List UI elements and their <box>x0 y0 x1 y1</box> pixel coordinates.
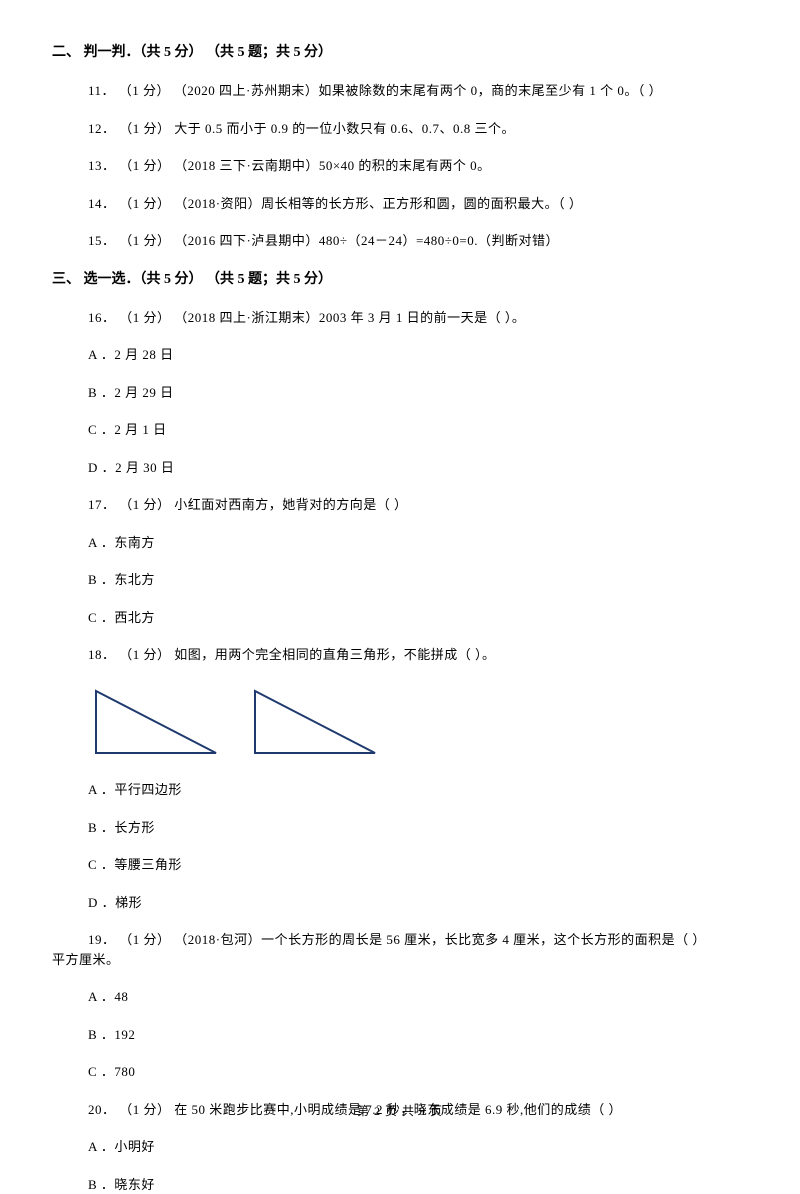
option-20-a: A ．小明好 <box>88 1137 748 1157</box>
question-17: 17． （1 分） 小红面对西南方，她背对的方向是（ ） <box>88 495 748 515</box>
option-17-a: A ．东南方 <box>88 533 748 553</box>
question-16: 16． （1 分） （2018 四上·浙江期末）2003 年 3 月 1 日的前… <box>88 308 748 328</box>
option-20-b: B ．晓东好 <box>88 1175 748 1194</box>
option-19-c: C ．780 <box>88 1062 748 1082</box>
triangle-2-icon <box>247 683 389 761</box>
option-18-b: B ．长方形 <box>88 818 748 838</box>
question-18: 18． （1 分） 如图，用两个完全相同的直角三角形，不能拼成（ ）。 <box>88 645 748 665</box>
option-16-b: B ．2 月 29 日 <box>88 383 748 403</box>
option-19-a: A ．48 <box>88 987 748 1007</box>
option-18-a: A ．平行四边形 <box>88 780 748 800</box>
triangle-figure <box>88 683 748 767</box>
option-16-c: C ．2 月 1 日 <box>88 420 748 440</box>
question-14: 14． （1 分） （2018·资阳）周长相等的长方形、正方形和圆，圆的面积最大… <box>88 194 748 214</box>
page-footer: 第 2 页 共 9 页 <box>0 1102 800 1120</box>
option-16-d: D ．2 月 30 日 <box>88 458 748 478</box>
question-12: 12． （1 分） 大于 0.5 而小于 0.9 的一位小数只有 0.6、0.7… <box>88 119 748 139</box>
option-17-b: B ．东北方 <box>88 570 748 590</box>
question-19: 19． （1 分） （2018·包河）一个长方形的周长是 56 厘米，长比宽多 … <box>52 930 710 969</box>
option-18-c: C ．等腰三角形 <box>88 855 748 875</box>
question-13: 13． （1 分） （2018 三下·云南期中）50×40 的积的末尾有两个 0… <box>88 156 748 176</box>
question-11: 11． （1 分） （2020 四上·苏州期末）如果被除数的末尾有两个 0，商的… <box>88 81 748 101</box>
section-3-title: 三、 选一选．（共 5 分） （共 5 题；共 5 分） <box>52 269 748 290</box>
option-19-b: B ．192 <box>88 1025 748 1045</box>
section-2-title: 二、 判一判．（共 5 分） （共 5 题；共 5 分） <box>52 42 748 63</box>
option-18-d: D ．梯形 <box>88 893 748 913</box>
option-17-c: C ．西北方 <box>88 608 748 628</box>
option-16-a: A ．2 月 28 日 <box>88 345 748 365</box>
question-15: 15． （1 分） （2016 四下·泸县期中）480÷（24－24）=480÷… <box>88 231 748 251</box>
triangle-1-icon <box>88 683 230 761</box>
